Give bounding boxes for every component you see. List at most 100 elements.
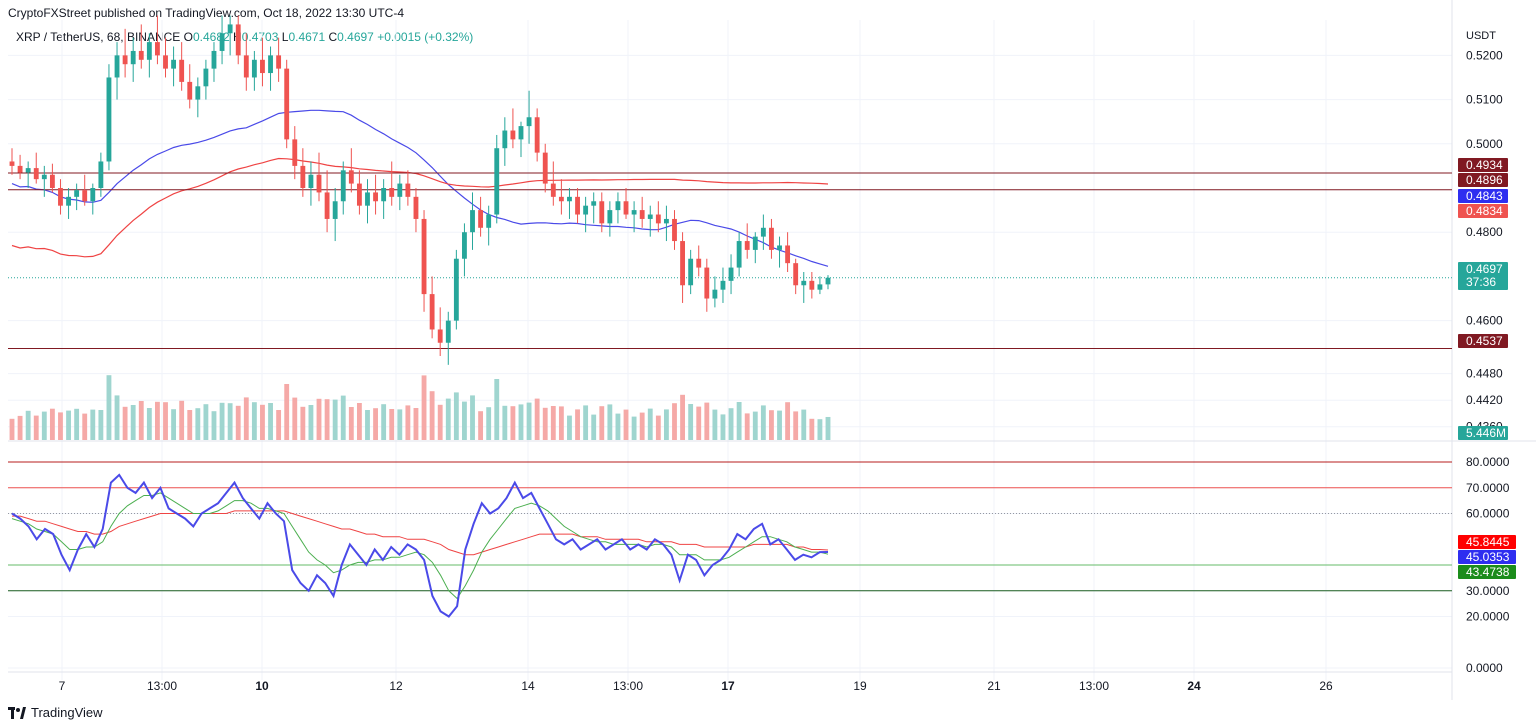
volume-bar [82,413,88,440]
time-tick-label: 19 [853,679,867,693]
volume-bar [793,411,799,440]
volume-bar [744,413,750,440]
candle-body [639,210,645,219]
volume-bar [712,409,718,440]
volume-bar [292,397,298,440]
symbol-name[interactable]: XRP / TetherUS, 68, BINANCE [16,30,181,44]
candle-body [736,241,742,268]
candle-body [478,210,484,228]
candle-body [462,232,467,259]
volume-bar [615,413,621,440]
volume-bar [195,408,201,440]
candlesticks [9,15,831,365]
price-badge-label: 0.4896 [1466,173,1503,187]
volume-bar [663,409,669,440]
publish-header: CryptoFXStreet published on TradingView.… [8,6,404,20]
volume-bar [373,408,378,440]
candle-body [211,50,217,69]
price-badge-label: 0.4834 [1466,204,1503,218]
time-tick-label: 21 [987,679,1001,693]
candle-body [389,188,395,197]
volume-bar [591,414,597,440]
candle-body [526,117,532,127]
rsi-badge [1458,550,1516,564]
candle-body [615,201,621,211]
candle-body [260,59,265,74]
rsi-slow-line [12,510,829,556]
candle-body [542,152,548,184]
high-value: 0.4703 [241,30,279,44]
time-tick-label: 10 [255,679,269,693]
candle-body [534,117,540,153]
candle-body [421,218,427,295]
rsi-line [11,473,829,618]
candle-body [550,183,556,197]
close-label: C [328,30,338,44]
volume-bar [187,410,193,440]
candle-body [599,201,605,224]
candle-body [276,55,282,69]
price-badge [1458,173,1508,187]
volume-bar [389,409,395,440]
sma-slow-line [11,157,829,258]
candle-body [155,42,160,56]
candle-body [785,245,791,264]
volume-bar [211,411,217,440]
candle-body [9,161,15,166]
volume-bar [17,415,23,440]
volume-bar [324,399,330,440]
volume-bar [340,395,346,440]
volume-bar [429,391,435,440]
candle-body [470,210,475,233]
time-tick-label: 13:00 [147,679,177,693]
candle-body [284,68,290,140]
volume-bar [542,407,548,440]
volume-bar [809,418,815,440]
candle-body [324,192,330,219]
volume-bar [348,407,354,440]
candle-body [82,190,88,202]
candle-body [809,280,815,290]
candle-body [631,210,637,215]
volume-bar [470,395,475,440]
time-tick-label: 12 [389,679,403,693]
volume-bar [300,406,306,440]
candle-body [340,170,346,202]
candle-body [187,81,193,100]
candle-body [453,258,459,321]
rsi-tick-label: 20.0000 [1466,610,1510,624]
volume-bar [146,408,152,440]
candle-body [114,55,120,78]
volume-bar [817,419,823,440]
volume-bar [25,410,31,440]
candle-body [49,174,55,188]
rsi-badge [1458,565,1516,579]
chart-canvas[interactable]: 0.5200 0.5100 0.5000 0.4800 0.4600 0.4480 0.44… [0,0,1536,700]
candle-body [663,218,669,224]
grid-lines [8,0,1536,700]
volume-bar [268,403,273,440]
volume-bar [462,401,467,440]
candle-body [251,59,257,78]
candle-body [445,320,451,343]
volume-bar [599,406,605,440]
candle-body [558,196,564,202]
candle-body [332,201,338,219]
candle-body [203,68,209,87]
price-badge [1458,262,1508,290]
candle-body [777,245,782,250]
rsi-tick-label: 70.0000 [1466,481,1510,495]
candle-body [647,214,653,219]
volume-bar [785,402,791,440]
horizontal-levels [8,172,1452,349]
volume-bar [98,410,104,440]
volume-bar [567,415,572,440]
candle-body [106,77,112,162]
volume-bar [672,403,677,440]
price-axis-unit: USDT [1466,30,1496,42]
volume-bar [534,398,540,440]
price-badge [1458,189,1508,203]
volume-bar [736,402,742,440]
candle-body [41,174,47,180]
candle-body [138,50,144,60]
